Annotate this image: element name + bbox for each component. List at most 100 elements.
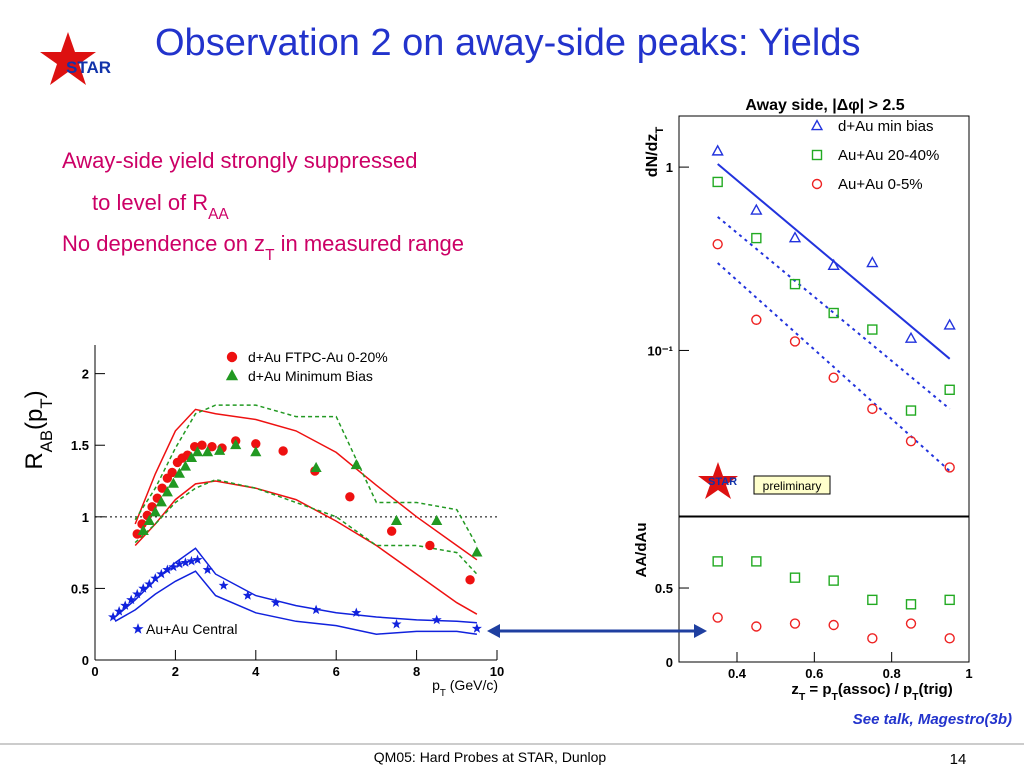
marker bbox=[270, 597, 281, 608]
marker bbox=[192, 554, 203, 565]
marker bbox=[150, 573, 161, 583]
marker bbox=[471, 623, 482, 633]
marker bbox=[712, 612, 723, 623]
x-axis-label-part: T bbox=[912, 691, 919, 703]
x-tick-label: 10 bbox=[490, 664, 504, 679]
marker bbox=[226, 351, 238, 363]
note: See talk, Magestro(3b) bbox=[853, 711, 1012, 728]
marker bbox=[137, 524, 149, 536]
marker bbox=[138, 583, 149, 593]
band-edge bbox=[114, 570, 478, 635]
marker bbox=[828, 575, 839, 586]
marker bbox=[161, 486, 173, 497]
marker bbox=[827, 258, 840, 270]
marker bbox=[207, 441, 217, 452]
marker bbox=[126, 594, 137, 605]
marker bbox=[149, 506, 161, 517]
y-axis-label-part: T bbox=[37, 398, 56, 408]
marker bbox=[905, 618, 917, 629]
marker bbox=[173, 467, 186, 478]
y-axis-label-part: T bbox=[654, 127, 666, 134]
y-tick-label: 1 bbox=[82, 510, 89, 525]
marker bbox=[242, 590, 253, 600]
marker bbox=[218, 580, 229, 590]
marker bbox=[944, 594, 955, 606]
panel-frame bbox=[678, 516, 970, 663]
bullet-line: No dependence on zT in measured range bbox=[62, 231, 464, 264]
band-edge bbox=[134, 404, 478, 546]
marker bbox=[944, 633, 955, 644]
marker bbox=[425, 540, 435, 551]
x-axis-label: pT (GeV/c) bbox=[432, 677, 498, 699]
annotation-box bbox=[753, 475, 831, 495]
marker bbox=[828, 372, 839, 383]
marker bbox=[168, 561, 179, 572]
bullet-line-part: to level of R bbox=[92, 190, 208, 215]
marker bbox=[278, 446, 288, 456]
logo-text: STAR bbox=[66, 58, 111, 77]
marker bbox=[114, 605, 125, 616]
x-tick-label: 0.4 bbox=[728, 666, 747, 681]
marker bbox=[944, 462, 955, 473]
marker bbox=[711, 144, 724, 156]
x-tick-label: 8 bbox=[413, 664, 420, 679]
marker bbox=[789, 618, 801, 629]
y-axis-label-part: AB bbox=[37, 430, 56, 452]
arrow-head bbox=[694, 624, 707, 638]
marker bbox=[167, 477, 179, 488]
bullet-line-part: T bbox=[265, 247, 275, 264]
y-axis-label: AA/dAu bbox=[633, 523, 650, 578]
marker bbox=[867, 324, 878, 335]
bullet-line-part: in measured range bbox=[274, 231, 464, 256]
marker bbox=[345, 492, 355, 502]
marker bbox=[750, 203, 763, 215]
marker bbox=[712, 556, 723, 567]
legend-label: Au+Au 20-40% bbox=[838, 147, 939, 164]
marker bbox=[789, 278, 801, 290]
marker bbox=[143, 514, 155, 526]
marker bbox=[712, 176, 723, 188]
y-tick-label: 0.5 bbox=[71, 581, 89, 596]
marker bbox=[155, 496, 167, 507]
y-axis-label: dN/dzT bbox=[644, 127, 666, 178]
y-tick-label: 0 bbox=[82, 653, 89, 668]
y-tick-label: 1.5 bbox=[71, 438, 89, 453]
y-axis-label-part: R bbox=[21, 452, 48, 469]
y-axis-label-part: ) bbox=[21, 390, 48, 398]
x-axis-label-part: (assoc) / p bbox=[838, 681, 912, 698]
x-axis-label: zT = pT(assoc) / pT(trig) bbox=[791, 681, 952, 703]
marker bbox=[201, 446, 214, 457]
marker bbox=[905, 599, 917, 610]
marker bbox=[156, 568, 167, 579]
marker bbox=[386, 526, 397, 536]
y-axis-label-part: AA/dAu bbox=[633, 523, 650, 578]
marker bbox=[351, 607, 362, 618]
marker bbox=[350, 459, 362, 470]
legend-label: Au+Au 0-5% bbox=[838, 176, 923, 193]
marker bbox=[905, 405, 917, 416]
logo-star bbox=[40, 32, 96, 85]
marker bbox=[866, 256, 879, 268]
marker bbox=[157, 483, 167, 493]
x-tick-label: 6 bbox=[333, 664, 340, 679]
legend-label: d+Au FTPC-Au 0-20% bbox=[248, 349, 388, 365]
band-edge bbox=[134, 480, 478, 615]
footer: QM05: Hard Probes at STAR, Dunlop bbox=[374, 749, 607, 765]
marker bbox=[431, 614, 442, 625]
x-axis-label-part: p bbox=[432, 677, 440, 693]
marker bbox=[144, 578, 155, 589]
marker bbox=[310, 461, 322, 473]
link-arrow bbox=[487, 624, 707, 638]
marker bbox=[250, 446, 262, 457]
marker bbox=[810, 119, 824, 131]
bullet-line-part: Away-side yield strongly suppressed bbox=[62, 148, 417, 173]
annotation: preliminary bbox=[763, 479, 822, 493]
marker bbox=[943, 318, 956, 330]
y-tick-label: 1 bbox=[666, 160, 673, 175]
y-axis-label: RAB(pT) bbox=[21, 390, 56, 469]
marker bbox=[789, 572, 801, 583]
x-axis-label-part: T bbox=[440, 688, 446, 699]
marker bbox=[132, 623, 144, 634]
marker bbox=[230, 438, 242, 450]
